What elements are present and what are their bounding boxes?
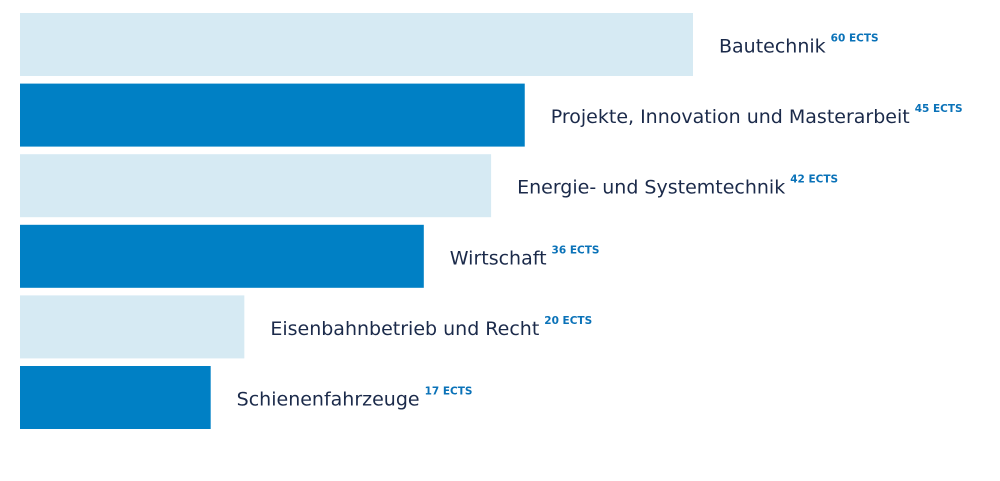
bar bbox=[20, 295, 245, 359]
bar-label: Energie- und Systemtechnik 42 ECTS bbox=[517, 174, 838, 199]
bar bbox=[20, 83, 525, 147]
value-label: 60 ECTS bbox=[831, 33, 879, 45]
value-label: 36 ECTS bbox=[552, 244, 600, 256]
bar bbox=[20, 366, 211, 429]
category-label: Wirtschaft bbox=[450, 247, 547, 269]
bar-label: Eisenbahnbetrieb und Recht 20 ECTS bbox=[270, 315, 592, 340]
bar-label: Bautechnik 60 ECTS bbox=[719, 33, 879, 58]
bar bbox=[20, 13, 693, 76]
bar bbox=[20, 224, 424, 288]
category-label: Projekte, Innovation und Masterarbeit bbox=[551, 106, 910, 128]
bar-label: Projekte, Innovation und Masterarbeit 45 … bbox=[551, 103, 963, 128]
bar bbox=[20, 154, 492, 218]
category-label: Schienenfahrzeuge bbox=[237, 388, 420, 410]
value-label: 42 ECTS bbox=[790, 174, 838, 186]
category-label: Eisenbahnbetrieb und Recht bbox=[270, 317, 539, 339]
value-label: 45 ECTS bbox=[915, 103, 963, 115]
category-label: Bautechnik bbox=[719, 35, 826, 57]
bar-label: Schienenfahrzeuge 17 ECTS bbox=[237, 386, 473, 411]
value-label: 20 ECTS bbox=[544, 315, 592, 327]
category-label: Energie- und Systemtechnik bbox=[517, 176, 785, 198]
bar-label: Wirtschaft 36 ECTS bbox=[450, 244, 600, 269]
value-label: 17 ECTS bbox=[425, 386, 473, 398]
